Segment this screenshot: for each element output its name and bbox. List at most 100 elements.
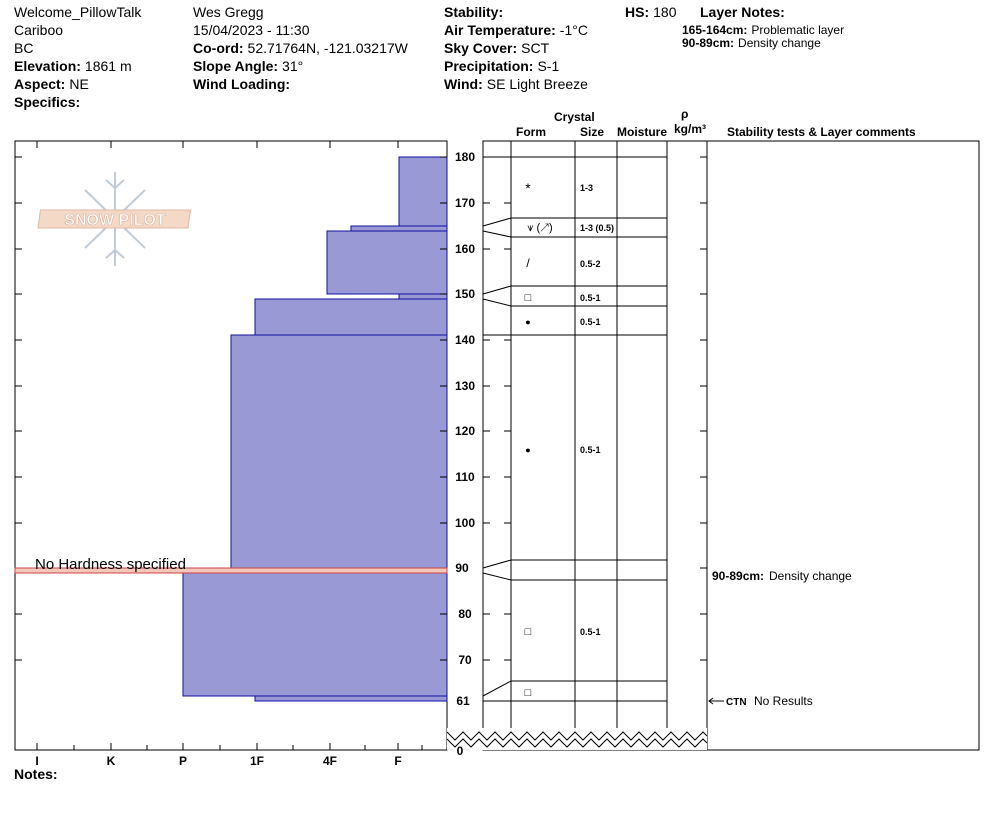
snowpilot-logo: SNOW PILOT xyxy=(37,172,192,266)
range: Cariboo xyxy=(14,22,64,38)
hardness-label: I xyxy=(35,754,38,768)
no-hardness-note: No Hardness specified xyxy=(35,556,186,573)
slope-angle: Slope Angle: 31° xyxy=(193,58,303,74)
depth-label: 100 xyxy=(455,516,475,530)
depth-label: 180 xyxy=(455,150,475,164)
depth-label: 140 xyxy=(455,333,475,347)
aspect-value: NE xyxy=(69,76,89,92)
hardness-bar xyxy=(326,230,448,295)
hardness-bar xyxy=(350,225,448,232)
sky-value: SCT xyxy=(521,40,550,56)
layer-note-range: 90-89cm: xyxy=(682,36,735,50)
density-unit-header: kg/m³ xyxy=(674,122,707,136)
facet-rounding-icon: ⩛ (↗) xyxy=(527,222,552,234)
air-temperature: Air Temperature: -1°C xyxy=(444,22,588,38)
slope-value: 31° xyxy=(282,58,304,74)
depth-label: 150 xyxy=(455,287,475,301)
crystal-size: 0.5-1 xyxy=(580,317,601,327)
precip-label: Precipitation: xyxy=(444,58,534,74)
coordinates: Co-ord: 52.71764N, -121.03217W xyxy=(193,40,408,56)
aspect: Aspect: NE xyxy=(14,76,89,92)
axis-break xyxy=(446,728,708,750)
coord-value: 52.71764N, -121.03217W xyxy=(247,40,408,56)
wind: Wind: SE Light Breeze xyxy=(444,76,588,92)
layer-notes-title: Layer Notes: xyxy=(700,4,785,20)
comment-arrow-icon xyxy=(708,697,714,705)
crystal-size: 1-3 xyxy=(580,183,593,193)
elevation: Elevation: 1861 m xyxy=(14,58,132,74)
form-header: Form xyxy=(516,125,546,139)
hardness-bar xyxy=(398,156,448,227)
hardness-bar xyxy=(254,695,448,702)
location: Welcome_PillowTalk xyxy=(14,4,142,20)
hardness-label: K xyxy=(107,754,116,768)
depth-label: 110 xyxy=(455,470,475,484)
wind-value: SE Light Breeze xyxy=(486,76,588,92)
crystal-size: 1-3 (0.5) xyxy=(580,223,614,233)
hardness-bar xyxy=(182,572,448,697)
depth-label: 70 xyxy=(458,653,472,667)
layer-note: 90-89cm: Density change xyxy=(682,37,821,50)
observer: Wes Gregg xyxy=(193,4,264,20)
stability-tests-header: Stability tests & Layer comments xyxy=(727,125,916,139)
crystal-sizes: 1-3 1-3 (0.5) 0.5-2 0.5-1 0.5-1 0.5-1 0.… xyxy=(580,183,614,637)
depth-labels: 180 170 160 150 140 130 120 110 100 90 8… xyxy=(455,150,475,758)
layer-note-text: Problematic layer xyxy=(751,23,845,37)
hardness-bar xyxy=(230,334,448,569)
notes-label: Notes: xyxy=(14,766,58,782)
faceted-crystal-icon: □ xyxy=(525,687,532,699)
wind-label: Wind: xyxy=(444,76,483,92)
depth-label: 170 xyxy=(455,196,475,210)
datetime: 15/04/2023 - 11:30 xyxy=(193,22,310,38)
precip-value: S-1 xyxy=(537,58,560,74)
sky-cover: Sky Cover: SCT xyxy=(444,40,549,56)
size-header: Size xyxy=(580,125,605,139)
no-hardness-layer xyxy=(14,567,448,574)
depth-label: 80 xyxy=(458,607,472,621)
elevation-value: 1861 m xyxy=(84,58,132,74)
crystal-size: 0.5-1 xyxy=(580,293,601,303)
depth-label: 130 xyxy=(455,379,475,393)
stability-label: Stability: xyxy=(444,4,504,20)
layer-table-frame xyxy=(482,140,980,751)
coord-label: Co-ord: xyxy=(193,40,244,56)
comment-text: Density change xyxy=(769,569,852,583)
sky-label: Sky Cover: xyxy=(444,40,518,56)
precipitation: Precipitation: S-1 xyxy=(444,58,559,74)
depth-label: 0 xyxy=(457,744,464,758)
faceted-crystal-icon: □ xyxy=(525,292,532,304)
hardness-label: 1F xyxy=(250,754,264,768)
hardness-bars xyxy=(182,156,448,702)
specifics-label: Specifics: xyxy=(14,94,81,110)
stellar-icon: * xyxy=(525,180,531,196)
state: BC xyxy=(14,40,34,56)
air-temp-label: Air Temperature: xyxy=(444,22,556,38)
fragmented-particle-icon: / xyxy=(526,256,530,270)
density-rho-header: ρ xyxy=(681,107,689,121)
crystal-size: 0.5-1 xyxy=(580,445,601,455)
depth-label: 61 xyxy=(456,694,470,708)
rounded-grain-icon: ● xyxy=(525,317,530,327)
crystal-size: 0.5-1 xyxy=(580,627,601,637)
aspect-label: Aspect: xyxy=(14,76,66,92)
depth-label: 120 xyxy=(455,424,475,438)
hardness-ticks xyxy=(36,141,423,750)
logo-text: SNOW PILOT xyxy=(64,212,166,229)
wind-loading-label: Wind Loading: xyxy=(193,76,291,92)
depth-ticks xyxy=(15,156,707,661)
hardness-label: P xyxy=(179,754,187,768)
test-name: CTN xyxy=(726,697,747,708)
depth-label: 90 xyxy=(455,561,469,575)
hs-value: 180 xyxy=(653,4,677,20)
layer-boundaries xyxy=(482,156,667,702)
test-result: No Results xyxy=(754,694,813,708)
hs-label: HS: xyxy=(625,4,650,20)
air-temp-value: -1°C xyxy=(559,22,588,38)
faceted-crystal-icon: □ xyxy=(525,626,532,638)
hardness-bar xyxy=(398,293,448,300)
crystal-size: 0.5-2 xyxy=(580,259,601,269)
moisture-header: Moisture xyxy=(617,125,668,139)
layer-note: 165-164cm: Problematic layer xyxy=(682,24,844,37)
hardness-label: F xyxy=(394,754,401,768)
hardness-bar xyxy=(254,298,448,336)
